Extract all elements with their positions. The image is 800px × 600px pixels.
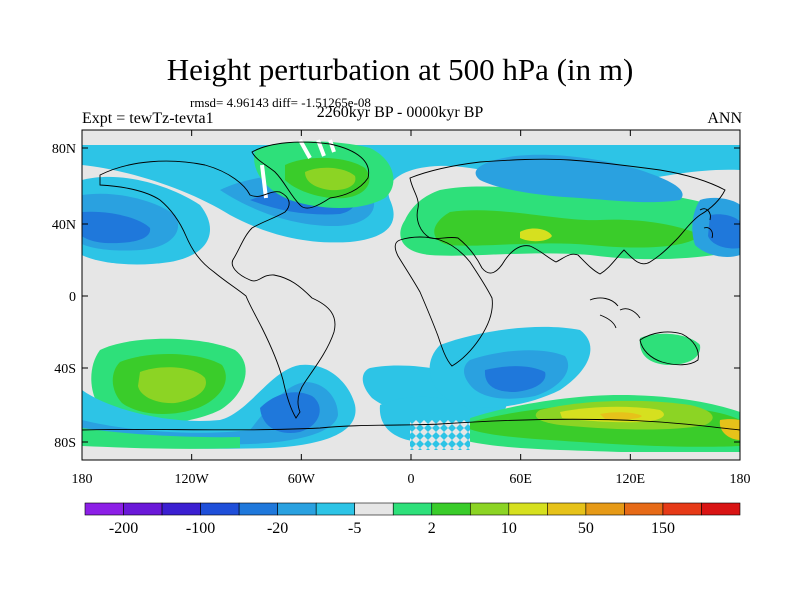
- lat-tick-label: 80N: [52, 142, 76, 157]
- lon-tick-label: 120W: [175, 472, 210, 487]
- lon-tick-label: 0: [408, 472, 415, 487]
- colorbar-swatch: [200, 502, 240, 516]
- colorbar-swatch: [84, 502, 124, 516]
- colorbar-swatch: [585, 502, 625, 516]
- season-label: ANN: [707, 110, 742, 127]
- colorbar-swatch: [624, 502, 664, 516]
- colorbar-label: -20: [267, 520, 288, 537]
- lon-tick-label: 180: [730, 472, 751, 487]
- colorbar-label: 50: [578, 520, 594, 537]
- stats-text: rmsd= 4.96143 diff= -1.51265e-08: [190, 95, 371, 110]
- lon-tick-label: 180: [72, 472, 93, 487]
- colorbar-swatch: [315, 502, 356, 516]
- colorbar-label: -100: [186, 520, 215, 537]
- colorbar-swatch: [392, 502, 433, 516]
- colorbar-swatch: [662, 502, 702, 516]
- colorbar-label: -5: [348, 520, 361, 537]
- colorbar-swatch: [354, 502, 394, 516]
- coastlines: [82, 141, 740, 431]
- colorbar-swatch: [431, 502, 471, 516]
- colorbar-swatch: [701, 502, 741, 516]
- colorbar-swatch: [277, 502, 317, 516]
- plot-area: [82, 130, 740, 460]
- experiment-label: Expt = tewTz-tevta1: [82, 110, 214, 127]
- axis-ticks: 80N 40N 0 40S 80S 180 120W 60W 0 60E 120E 180: [52, 130, 751, 487]
- lat-tick-label: 80S: [54, 436, 76, 451]
- colorbar-label: -200: [109, 520, 138, 537]
- colorbar-swatch: [238, 502, 278, 516]
- colorbar-swatch: [161, 502, 201, 516]
- lon-tick-label: 120E: [616, 472, 646, 487]
- lat-tick-label: 0: [69, 290, 76, 305]
- map-title: Height perturbation at 500 hPa (in m): [166, 52, 634, 87]
- lat-tick-label: 40S: [54, 362, 76, 377]
- colorbar-swatch: [469, 502, 510, 516]
- sh-contour-fills: [82, 326, 740, 460]
- lat-tick-label: 40N: [52, 218, 76, 233]
- colorbar-label: 10: [501, 520, 517, 537]
- colorbar-label: 150: [651, 520, 675, 537]
- period-label: 2260kyr BP - 0000kyr BP: [316, 104, 484, 121]
- lon-tick-label: 60E: [509, 472, 532, 487]
- colorbar-swatch: [508, 502, 548, 516]
- colorbar: -200 -100 -20 -5 2 10 50 150: [84, 502, 741, 537]
- colorbar-label: 2: [428, 520, 436, 537]
- colorbar-swatch: [123, 502, 163, 516]
- colorbar-swatch: [547, 502, 587, 516]
- lon-tick-label: 60W: [288, 472, 316, 487]
